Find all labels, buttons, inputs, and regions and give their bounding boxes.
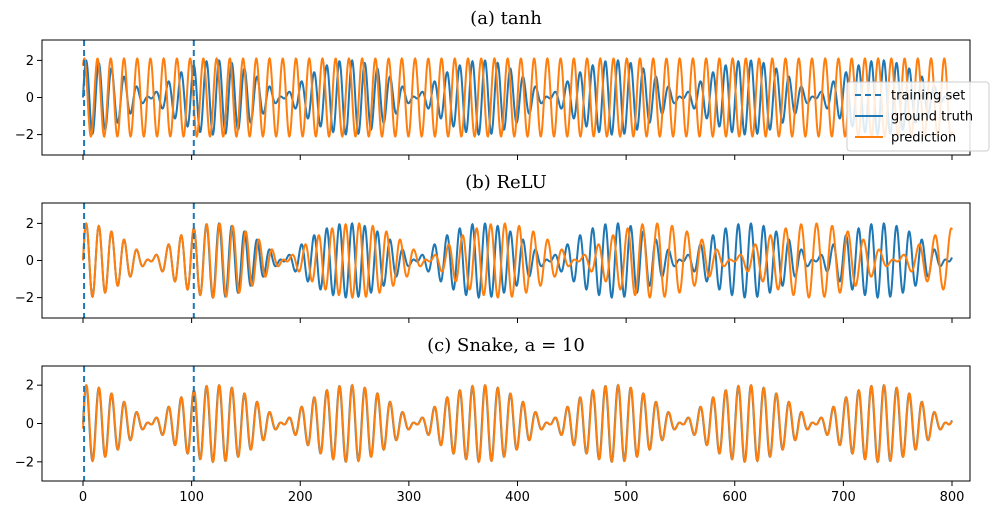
panel-title: (c) Snake, a = 10 — [427, 335, 585, 356]
ground-truth-line — [82, 58, 953, 137]
prediction-line — [82, 222, 953, 299]
plot-area — [82, 203, 953, 318]
panel-3: (c) Snake, a = 10 −2 0 2 0 100 200 300 400 500 600… — [15, 335, 971, 505]
y-tick-label: −2 — [15, 455, 34, 470]
y-tick-label: 0 — [26, 254, 34, 269]
legend: training set ground truth prediction — [846, 81, 990, 152]
x-tick-label: 400 — [505, 490, 530, 505]
panel-1: (a) tanh −2 0 2 training set ground truth pred… — [15, 8, 990, 160]
legend-box — [846, 81, 990, 152]
x-tick-label: 200 — [288, 490, 313, 505]
y-tick-label: 2 — [26, 379, 34, 394]
x-tick-label: 600 — [722, 490, 747, 505]
legend-label: ground truth — [891, 110, 973, 125]
legend-label: training set — [891, 89, 965, 104]
panel-title: (b) ReLU — [465, 172, 547, 193]
plot-area — [82, 366, 953, 481]
y-tick-label: −2 — [15, 291, 34, 306]
plot-area — [82, 40, 953, 155]
prediction-line — [82, 56, 953, 139]
x-tick-label: 0 — [79, 490, 87, 505]
legend-label: prediction — [891, 131, 956, 146]
x-tick-label: 800 — [940, 490, 965, 505]
y-tick-label: 2 — [26, 217, 34, 232]
y-tick-label: 2 — [26, 54, 34, 69]
x-tick-label: 500 — [614, 490, 639, 505]
x-tick-label: 300 — [396, 490, 421, 505]
y-tick-label: −2 — [15, 128, 34, 143]
panel-2: (b) ReLU −2 0 2 — [15, 172, 971, 323]
y-tick-label: 0 — [26, 91, 34, 106]
prediction-line — [82, 383, 953, 464]
y-tick-label: 0 — [26, 417, 34, 432]
panel-title: (a) tanh — [470, 8, 542, 29]
x-tick-label: 100 — [179, 490, 204, 505]
x-tick-label: 700 — [831, 490, 856, 505]
